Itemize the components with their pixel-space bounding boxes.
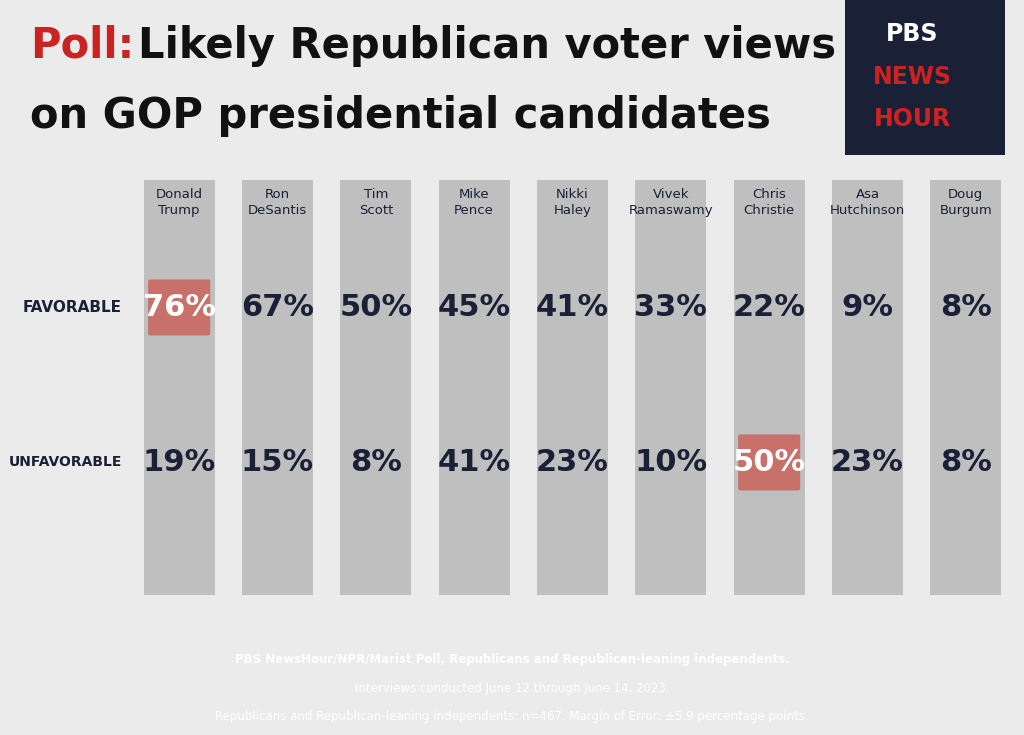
Text: NEWS: NEWS [872, 65, 951, 90]
FancyBboxPatch shape [148, 279, 210, 335]
Bar [438, 180, 510, 595]
Text: Donald
Trump: Donald Trump [156, 188, 203, 217]
Text: Mike
Pence: Mike Pence [455, 188, 495, 217]
Text: 41%: 41% [437, 448, 511, 477]
Bar [636, 180, 707, 595]
Text: 8%: 8% [350, 448, 401, 477]
Text: 8%: 8% [940, 293, 992, 322]
Text: 50%: 50% [339, 293, 413, 322]
Text: 19%: 19% [142, 448, 216, 477]
Text: 8%: 8% [940, 448, 992, 477]
Bar [931, 180, 1001, 595]
Text: 15%: 15% [241, 448, 314, 477]
Text: Vivek
Ramaswamy: Vivek Ramaswamy [629, 188, 713, 217]
FancyBboxPatch shape [738, 434, 800, 490]
Text: Tim
Scott: Tim Scott [358, 188, 393, 217]
Text: PBS: PBS [886, 22, 938, 46]
Text: Chris
Christie: Chris Christie [743, 188, 795, 217]
Bar [833, 180, 903, 595]
Text: 23%: 23% [831, 448, 904, 477]
Text: PBS NewsHour/NPR/Marist Poll, Republicans and Republican-leaning independents.: PBS NewsHour/NPR/Marist Poll, Republican… [234, 653, 790, 666]
Text: 67%: 67% [241, 293, 314, 322]
Text: UNFAVORABLE: UNFAVORABLE [8, 456, 122, 470]
Bar [734, 180, 805, 595]
Text: FAVORABLE: FAVORABLE [23, 300, 122, 315]
Text: on GOP presidential candidates: on GOP presidential candidates [30, 95, 771, 137]
Text: 23%: 23% [536, 448, 609, 477]
Text: HOUR: HOUR [873, 107, 950, 132]
Text: Interviews conducted June 12 through June 14, 2023.: Interviews conducted June 12 through Jun… [354, 682, 670, 695]
Bar [143, 180, 215, 595]
Text: 33%: 33% [635, 293, 708, 322]
Text: 45%: 45% [437, 293, 511, 322]
Text: Likely Republican voter views: Likely Republican voter views [138, 25, 837, 67]
Text: 22%: 22% [733, 293, 806, 322]
Bar [340, 180, 412, 595]
Text: Asa
Hutchinson: Asa Hutchinson [829, 188, 905, 217]
Text: 76%: 76% [142, 293, 216, 322]
Bar [538, 180, 608, 595]
Bar [845, 0, 1005, 155]
Text: Republicans and Republican-leaning independents: n=467. Margin of Error: ±5.9 pe: Republicans and Republican-leaning indep… [215, 709, 809, 723]
Text: Ron
DeSantis: Ron DeSantis [248, 188, 307, 217]
Text: Doug
Burgum: Doug Burgum [939, 188, 992, 217]
Text: 9%: 9% [842, 293, 894, 322]
Text: Poll:: Poll: [30, 25, 134, 67]
Text: 41%: 41% [536, 293, 609, 322]
Text: 10%: 10% [634, 448, 708, 477]
Text: 50%: 50% [732, 448, 806, 477]
Text: Nikki
Haley: Nikki Haley [554, 188, 592, 217]
Bar [242, 180, 313, 595]
